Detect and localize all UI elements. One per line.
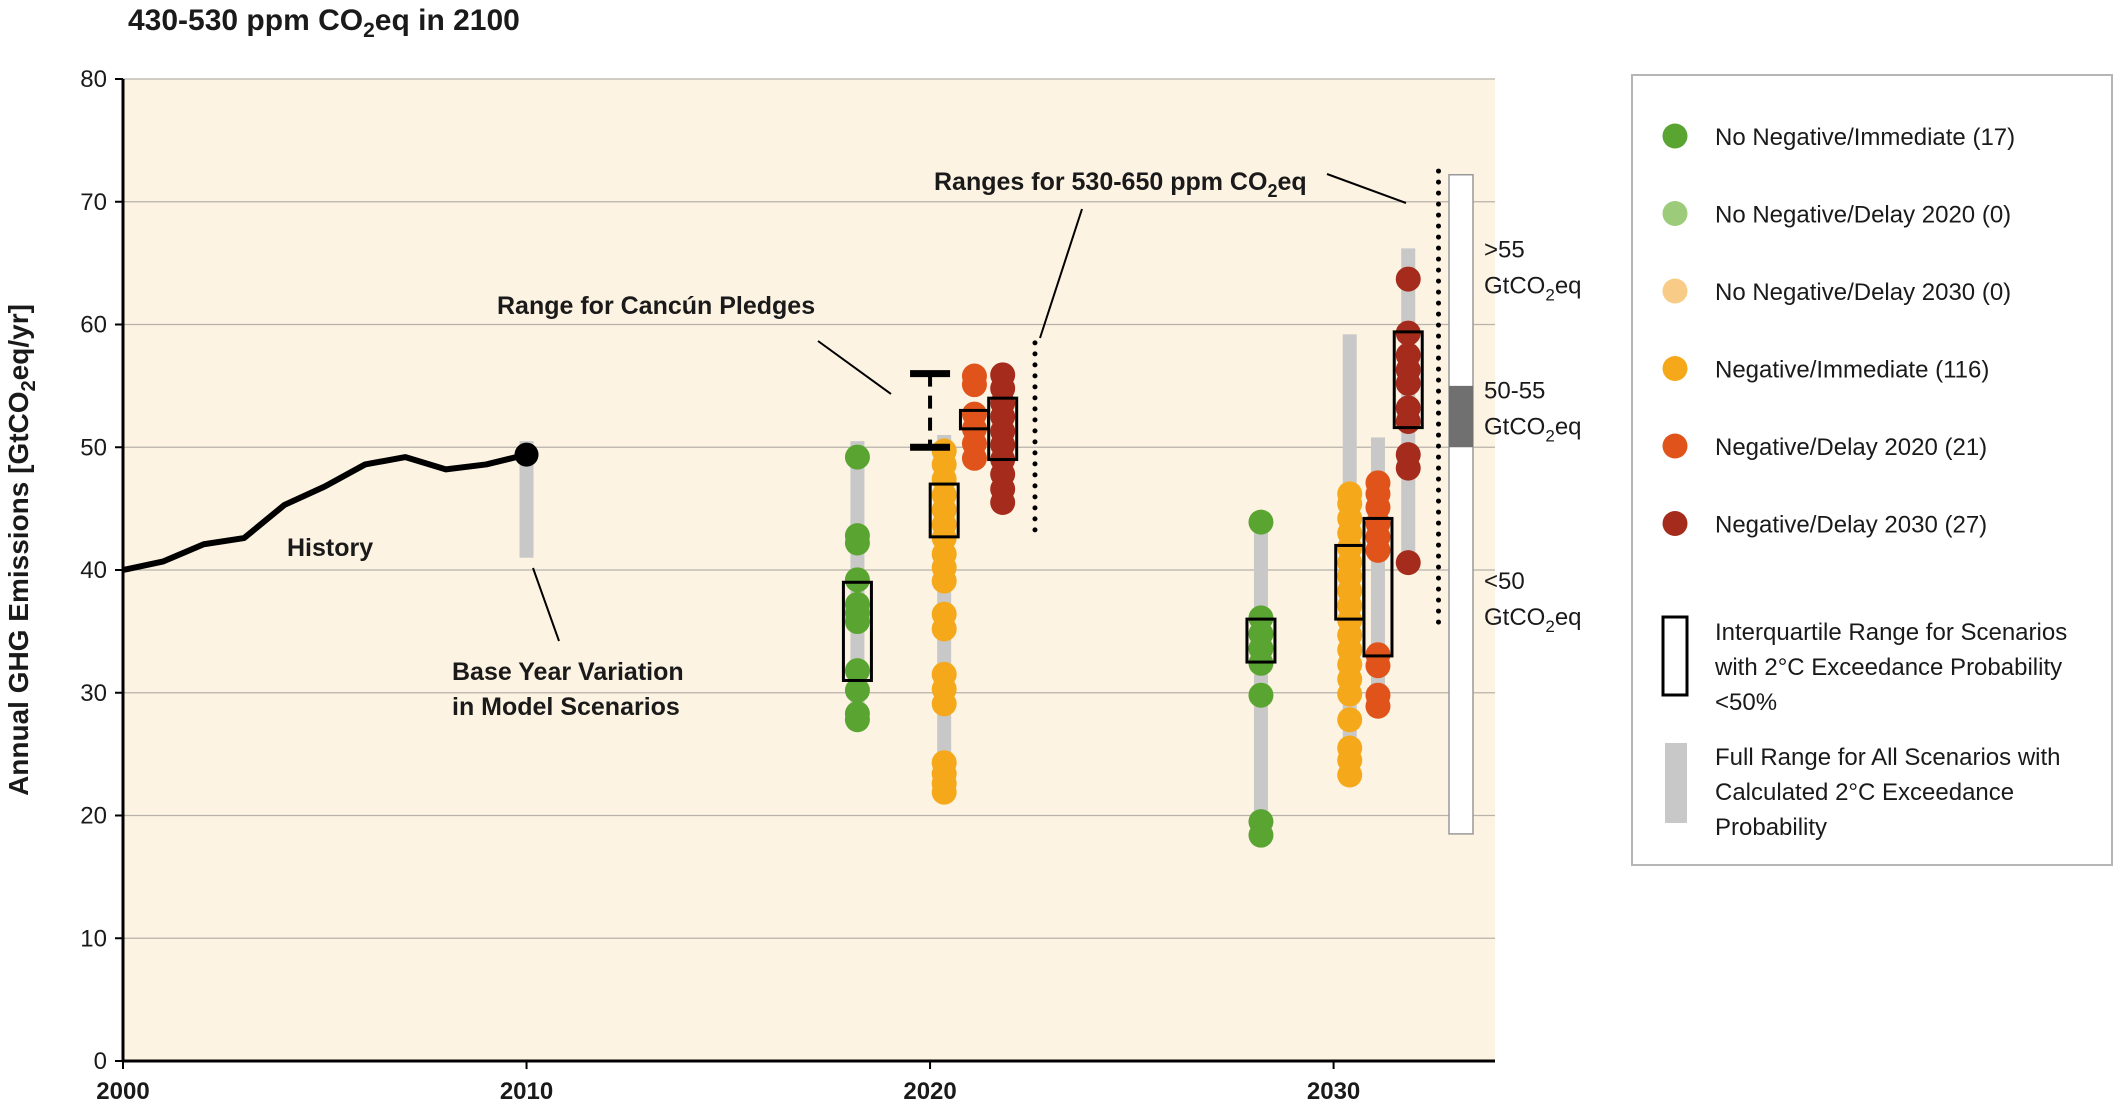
scenario-point xyxy=(990,362,1016,388)
y-tick-label: 0 xyxy=(94,1048,107,1075)
side-range-bar xyxy=(1448,173,1474,835)
base-year-label: Base Year Variation xyxy=(452,658,684,686)
scenario-point xyxy=(1365,682,1391,708)
legend-item-label: Negative/Immediate (116) xyxy=(1715,357,1989,384)
iqr-box xyxy=(1392,330,1424,430)
scenario-point xyxy=(1248,509,1274,535)
y-tick-label: 40 xyxy=(80,557,107,584)
scenario-point xyxy=(931,601,957,627)
base-year-label: in Model Scenarios xyxy=(452,693,680,721)
side-band-label: GtCO2eq xyxy=(1484,604,1582,636)
scenario-point xyxy=(844,701,870,727)
scenario-point xyxy=(844,677,870,703)
legend-item-label: No Negative/Delay 2030 (0) xyxy=(1715,279,2011,306)
iqr-box xyxy=(987,396,1019,462)
legend-item-label: Negative/Delay 2020 (21) xyxy=(1715,434,1987,461)
y-tick-label: 80 xyxy=(80,66,107,93)
legend-swatch xyxy=(1662,511,1688,536)
scenario-point xyxy=(1395,442,1421,468)
side-mid-band xyxy=(1449,385,1473,448)
scenario-point xyxy=(844,523,870,549)
y-tick-label: 30 xyxy=(80,680,107,707)
scenario-point xyxy=(844,444,870,470)
y-tick-label: 20 xyxy=(80,803,107,830)
scenario-point xyxy=(844,567,870,593)
base-year-pointer xyxy=(532,567,560,642)
legend-swatch xyxy=(1662,123,1688,149)
scenario-point xyxy=(961,401,987,427)
ranges-pointer-2030 xyxy=(1326,173,1407,204)
history-endpoint xyxy=(514,442,539,467)
y-axis-label: Annual GHG Emissions [GtCO2eq/yr] xyxy=(3,304,40,796)
legend-item-label: No Negative/Immediate (17) xyxy=(1715,124,2015,151)
scenario-point xyxy=(1337,481,1363,507)
legend-iqr-label: <50% xyxy=(1715,689,1777,716)
legend-full-range-swatch xyxy=(1665,743,1687,823)
legend-swatch xyxy=(1662,433,1688,459)
cancun-pointer xyxy=(817,340,892,395)
scenario-point xyxy=(1337,707,1363,733)
legend-item-label: Negative/Delay 2030 (27) xyxy=(1715,512,1987,539)
y-tick-label: 50 xyxy=(80,434,107,461)
x-tick-label: 2030 xyxy=(1307,1078,1360,1105)
scenario-point xyxy=(1395,550,1421,576)
legend-full-range-label: Calculated 2°C Exceedance xyxy=(1715,779,2014,806)
side-band-label: <50 xyxy=(1484,568,1525,595)
legend-iqr-label: Interquartile Range for Scenarios xyxy=(1715,619,2067,646)
legend-swatch xyxy=(1662,356,1688,381)
legend-swatch xyxy=(1662,278,1688,304)
ranges-530-650-label: Ranges for 530-650 ppm CO2eq xyxy=(934,168,1307,201)
scenario-point xyxy=(1365,470,1391,496)
scenario-point xyxy=(1395,395,1421,421)
y-tick-label: 10 xyxy=(80,925,107,952)
scenario-point xyxy=(961,363,987,389)
y-tick-label: 70 xyxy=(80,189,107,216)
scenario-point xyxy=(1395,266,1421,292)
legend-box xyxy=(1631,74,2113,866)
side-band-label: 50-55 xyxy=(1484,378,1545,405)
history-line xyxy=(122,451,528,573)
legend-full-range-label: Full Range for All Scenarios with xyxy=(1715,744,2061,771)
scenario-point xyxy=(844,658,870,684)
legend-full-range-label: Probability xyxy=(1715,814,1827,841)
scenario-point xyxy=(844,591,870,617)
scenario-point xyxy=(1248,682,1274,708)
x-tick-label: 2000 xyxy=(96,1078,149,1105)
scenario-point xyxy=(1395,342,1421,368)
x-tick-label: 2020 xyxy=(903,1078,956,1105)
cancun-label: Range for Cancún Pledges xyxy=(497,292,815,320)
side-band-label: GtCO2eq xyxy=(1484,272,1582,304)
iqr-box xyxy=(928,482,960,539)
iqr-box xyxy=(841,580,873,682)
full-range-bar xyxy=(1253,520,1268,834)
history-label: History xyxy=(287,534,373,562)
legend-item-label: No Negative/Delay 2020 (0) xyxy=(1715,202,2011,229)
side-band-label: GtCO2eq xyxy=(1484,414,1582,446)
legend-iqr-label: with 2°C Exceedance Probability xyxy=(1714,654,2062,681)
scenario-point xyxy=(931,438,957,464)
scenario-point xyxy=(1337,735,1363,761)
iqr-box xyxy=(1245,617,1277,664)
y-tick-label: 60 xyxy=(80,312,107,339)
scenario-point xyxy=(1248,809,1274,835)
base-year-bar xyxy=(519,441,534,558)
scenario-point xyxy=(931,750,957,776)
legend-iqr-swatch xyxy=(1661,615,1689,697)
x-tick-label: 2010 xyxy=(500,1078,553,1105)
ranges-pointer-2020 xyxy=(1039,208,1083,339)
legend: No Negative/Immediate (17) No Negative/De… xyxy=(1631,74,2113,866)
legend-swatch xyxy=(1662,201,1688,226)
side-band-label: >55 xyxy=(1484,236,1525,263)
iqr-box xyxy=(1362,516,1394,658)
chart-title: 430-530 ppm CO2eq in 2100 xyxy=(128,4,520,42)
scenario-point xyxy=(931,661,957,687)
